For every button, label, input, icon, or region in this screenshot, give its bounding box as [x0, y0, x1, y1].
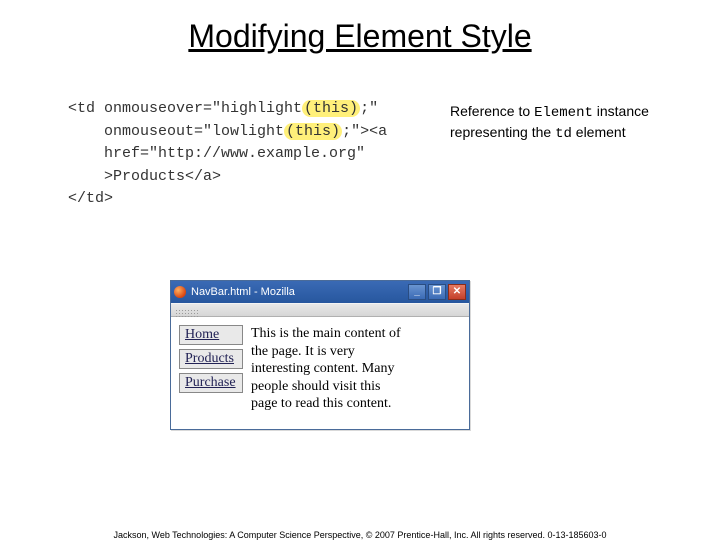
minimize-button[interactable]: _	[408, 284, 426, 300]
nav-sidebar: Home Products Purchase	[179, 325, 243, 413]
annotation-text: Reference to Element instance representi…	[450, 102, 690, 144]
code-line-4: >Products</a>	[68, 168, 221, 185]
slide-title: Modifying Element Style	[0, 18, 720, 55]
nav-link-purchase[interactable]: Purchase	[179, 373, 243, 393]
code-block: <td onmouseover="highlight(this);" onmou…	[68, 98, 387, 211]
annotation-keyword: td	[555, 126, 572, 142]
code-line-3: href="http://www.example.org"	[68, 145, 365, 162]
browser-content: Home Products Purchase This is the main …	[171, 317, 469, 429]
code-line-5: </td>	[68, 190, 113, 207]
code-line-1b: ;"	[360, 100, 378, 117]
mozilla-icon	[174, 286, 186, 298]
close-button[interactable]: ✕	[448, 284, 466, 300]
window-title: NavBar.html - Mozilla	[191, 286, 406, 298]
window-titlebar: NavBar.html - Mozilla _ ❐ ✕	[171, 281, 469, 303]
code-line-2b: ;"><a	[342, 123, 387, 140]
annotation-part: element	[572, 124, 626, 140]
window-toolbar	[171, 303, 469, 317]
maximize-button[interactable]: ❐	[428, 284, 446, 300]
main-content-text: This is the main content of the page. It…	[251, 325, 406, 413]
code-highlight-2: (this)	[284, 123, 342, 140]
code-line-1a: <td onmouseover="highlight	[68, 100, 302, 117]
nav-link-products[interactable]: Products	[179, 349, 243, 369]
browser-window: NavBar.html - Mozilla _ ❐ ✕ Home Product…	[170, 280, 470, 430]
annotation-part: Reference to	[450, 103, 534, 119]
footer-copyright: Jackson, Web Technologies: A Computer Sc…	[0, 530, 720, 540]
nav-link-home[interactable]: Home	[179, 325, 243, 345]
code-highlight-1: (this)	[302, 100, 360, 117]
annotation-keyword: Element	[534, 105, 593, 121]
code-line-2a: onmouseout="lowlight	[68, 123, 284, 140]
toolbar-grip-icon	[175, 309, 199, 317]
